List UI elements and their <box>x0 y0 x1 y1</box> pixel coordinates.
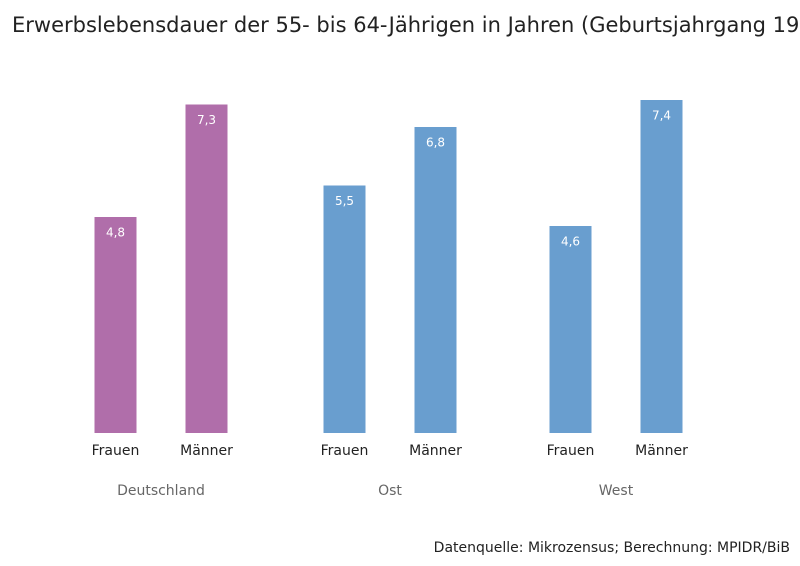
value-label: 7,4 <box>652 109 671 123</box>
bar <box>640 100 683 433</box>
value-label: 4,6 <box>561 235 580 249</box>
value-label: 4,8 <box>106 226 125 240</box>
bar <box>185 104 228 433</box>
group-label: Deutschland <box>117 483 205 499</box>
group-label: Ost <box>378 483 402 499</box>
bar <box>323 185 366 433</box>
bar <box>94 217 137 433</box>
group-label: West <box>599 483 634 499</box>
value-label: 7,3 <box>197 113 216 127</box>
value-label: 5,5 <box>335 194 354 208</box>
bar <box>414 127 457 433</box>
x-tick-label: Frauen <box>547 443 595 459</box>
source: Datenquelle: Mikrozensus; Berechnung: MP… <box>434 540 790 556</box>
x-tick-label: Männer <box>635 443 688 459</box>
x-tick-label: Frauen <box>321 443 369 459</box>
value-label: 6,8 <box>426 136 445 150</box>
x-tick-label: Männer <box>180 443 233 459</box>
x-tick-label: Frauen <box>92 443 140 459</box>
x-tick-label: Männer <box>409 443 462 459</box>
bar <box>549 226 592 433</box>
chart-title: Erwerbslebensdauer der 55- bis 64-Jährig… <box>12 13 800 37</box>
